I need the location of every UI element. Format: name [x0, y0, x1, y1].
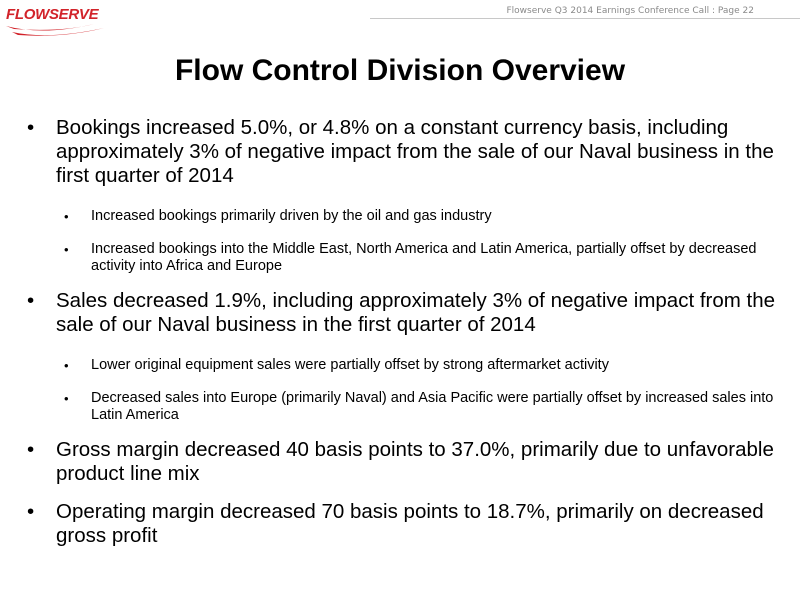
logo-wordmark: FLOWSERVE: [6, 6, 99, 23]
sub-bullet-sales-oe: Lower original equipment sales were part…: [22, 357, 782, 374]
bullet-sales: Sales decreased 1.9%, including approxim…: [22, 289, 782, 337]
bullet-list: Bookings increased 5.0%, or 4.8% on a co…: [22, 116, 782, 548]
sub-bullet-sales-regions: Decreased sales into Europe (primarily N…: [22, 390, 782, 424]
sub-bullet-bookings-driver: Increased bookings primarily driven by t…: [22, 208, 782, 225]
sub-bullet-bookings-regions: Increased bookings into the Middle East,…: [22, 241, 782, 275]
slide-title: Flow Control Division Overview: [174, 54, 626, 87]
header-page-note: Flowserve Q3 2014 Earnings Conference Ca…: [506, 6, 755, 16]
bullet-gross-margin: Gross margin decreased 40 basis points t…: [22, 438, 782, 486]
header-rule: [370, 18, 800, 19]
bullet-bookings: Bookings increased 5.0%, or 4.8% on a co…: [22, 116, 782, 188]
bullet-operating-margin: Operating margin decreased 70 basis poin…: [22, 500, 782, 548]
logo-swoosh-icon: [6, 24, 104, 36]
flowserve-logo: FLOWSERVE: [4, 2, 120, 42]
